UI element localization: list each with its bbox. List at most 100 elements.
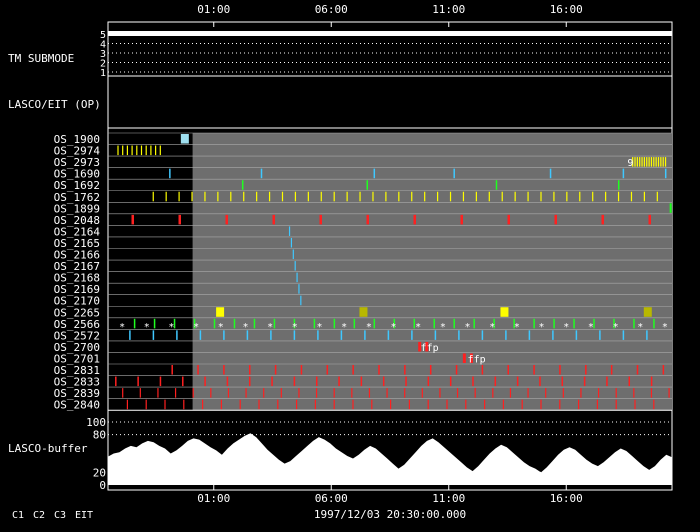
event-mark bbox=[159, 145, 161, 156]
event-mark bbox=[204, 376, 206, 387]
c3-star-mark: * bbox=[539, 322, 545, 333]
event-mark bbox=[137, 376, 139, 387]
event-mark bbox=[386, 388, 388, 398]
event-mark bbox=[216, 307, 225, 317]
os-row-label: OS_2048 bbox=[54, 214, 100, 227]
os-row-label: OS_2973 bbox=[54, 156, 100, 169]
event-mark bbox=[293, 376, 296, 387]
event-mark bbox=[664, 168, 667, 179]
event-mark bbox=[628, 376, 631, 387]
annotation-label: ffp bbox=[468, 354, 486, 365]
event-mark bbox=[268, 191, 271, 202]
c3-star-mark: * bbox=[316, 322, 322, 333]
event-mark bbox=[507, 214, 510, 225]
event-mark bbox=[554, 214, 557, 225]
event-mark bbox=[539, 376, 541, 387]
event-mark bbox=[660, 157, 662, 167]
event-mark bbox=[493, 318, 495, 329]
event-mark bbox=[622, 330, 625, 340]
os-row-label: OS_2164 bbox=[54, 225, 101, 238]
os-row-label: OS_2701 bbox=[54, 352, 100, 365]
event-mark bbox=[613, 318, 615, 329]
os-row-label: OS_2169 bbox=[54, 283, 100, 296]
event-mark bbox=[290, 237, 293, 248]
buffer-y-tick-label: 100 bbox=[86, 416, 106, 429]
event-mark bbox=[270, 330, 272, 340]
buffer-y-tick-label: 20 bbox=[93, 466, 106, 479]
event-mark bbox=[533, 318, 535, 329]
event-mark bbox=[223, 330, 225, 340]
event-mark bbox=[346, 191, 348, 202]
event-mark bbox=[643, 191, 645, 202]
event-mark bbox=[662, 157, 664, 167]
event-mark bbox=[359, 191, 361, 202]
event-mark bbox=[643, 157, 645, 167]
event-mark bbox=[366, 214, 369, 225]
os-row-label: OS_2833 bbox=[54, 376, 100, 389]
event-mark bbox=[225, 214, 228, 225]
event-mark bbox=[492, 388, 494, 398]
event-mark bbox=[668, 388, 670, 398]
event-mark bbox=[462, 353, 466, 363]
event-mark bbox=[233, 318, 236, 329]
event-mark bbox=[500, 307, 509, 317]
os-row-label: OS_1690 bbox=[54, 168, 100, 181]
event-mark bbox=[429, 365, 432, 375]
event-mark bbox=[300, 365, 303, 375]
event-mark bbox=[210, 388, 212, 398]
event-mark bbox=[239, 399, 241, 410]
event-mark bbox=[465, 399, 467, 410]
event-mark bbox=[437, 191, 439, 202]
event-mark bbox=[657, 157, 660, 167]
c3-star-mark: * bbox=[168, 322, 174, 333]
event-mark bbox=[528, 330, 531, 340]
event-mark bbox=[145, 399, 147, 410]
c3-star-mark: * bbox=[489, 322, 495, 333]
event-mark bbox=[453, 318, 455, 329]
event-mark bbox=[413, 214, 416, 225]
tm-submode-label: TM SUBMODE bbox=[8, 52, 74, 65]
event-mark bbox=[540, 399, 542, 410]
event-mark bbox=[593, 318, 595, 329]
event-mark bbox=[648, 157, 650, 167]
event-mark bbox=[413, 318, 415, 329]
event-mark bbox=[176, 330, 178, 340]
event-mark bbox=[245, 388, 247, 398]
event-mark bbox=[615, 399, 617, 410]
event-mark bbox=[314, 399, 316, 410]
event-mark bbox=[481, 330, 484, 340]
event-mark bbox=[131, 145, 133, 156]
event-mark bbox=[462, 191, 465, 202]
event-mark bbox=[294, 191, 297, 202]
event-mark bbox=[633, 388, 635, 398]
event-mark bbox=[639, 157, 641, 167]
event-mark bbox=[315, 388, 318, 398]
event-mark bbox=[656, 191, 658, 202]
bottom-time-tick-label: 16:00 bbox=[550, 492, 583, 505]
event-mark bbox=[256, 191, 258, 202]
event-mark bbox=[488, 191, 490, 202]
legend-item: C3 bbox=[54, 510, 66, 521]
event-mark bbox=[505, 330, 507, 340]
event-mark bbox=[449, 376, 452, 387]
event-mark bbox=[169, 168, 171, 179]
event-mark bbox=[126, 145, 128, 156]
event-mark bbox=[326, 365, 329, 375]
event-mark bbox=[122, 388, 124, 398]
event-mark bbox=[353, 318, 356, 329]
event-mark bbox=[333, 318, 336, 329]
event-mark bbox=[475, 191, 477, 202]
event-mark bbox=[382, 376, 385, 387]
event-mark bbox=[171, 365, 173, 375]
os-row-label: OS_2166 bbox=[54, 249, 100, 262]
c3-star-mark: * bbox=[144, 322, 150, 333]
bottom-time-tick-label: 01:00 bbox=[197, 492, 230, 505]
event-mark bbox=[404, 388, 406, 398]
os-row-label: OS_2566 bbox=[54, 318, 100, 331]
event-mark bbox=[223, 365, 225, 375]
event-mark bbox=[427, 399, 429, 410]
event-mark bbox=[501, 191, 503, 202]
event-mark bbox=[271, 376, 273, 387]
event-mark bbox=[579, 191, 581, 202]
